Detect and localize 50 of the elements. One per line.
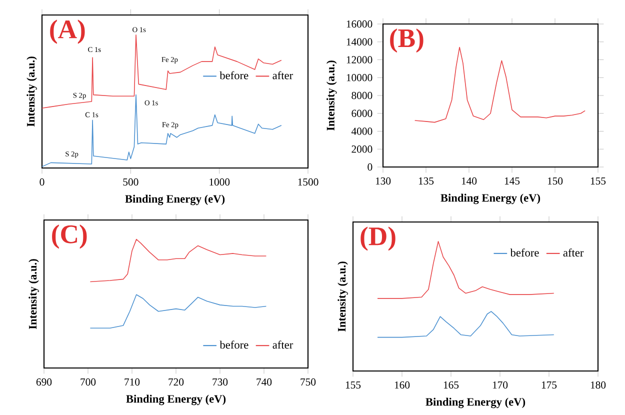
y-tick-label: 10000 — [346, 74, 372, 82]
x-tick-label: 175 — [542, 381, 557, 389]
legend-label: before — [220, 340, 248, 349]
x-tick-label: 130 — [376, 177, 391, 185]
x-tick-label: 150 — [548, 177, 563, 185]
x-axis-title: Binding Energy (eV) — [440, 194, 540, 204]
y-tick-label: 2000 — [352, 146, 372, 153]
legend-label: before — [220, 71, 248, 80]
x-tick-label: 180 — [590, 381, 606, 389]
x-axis-title: Binding Energy (eV) — [426, 398, 526, 408]
x-axis-title: Binding Energy (eV) — [126, 394, 226, 406]
y-tick-label: 6000 — [352, 110, 372, 117]
chart-title: (C) — [52, 224, 87, 249]
legend-label: after — [563, 248, 584, 257]
x-tick-label: 1000 — [210, 178, 230, 186]
legend-label: before — [510, 248, 539, 257]
legend-label: after — [272, 71, 293, 80]
x-tick-label: 720 — [168, 378, 184, 386]
chart-title: (D) — [360, 226, 396, 251]
x-tick-label: 165 — [444, 381, 459, 389]
x-tick-label: 145 — [504, 177, 520, 185]
chart-title: (B) — [390, 28, 424, 53]
x-tick-label: 170 — [492, 381, 508, 389]
x-tick-label: 740 — [256, 378, 272, 386]
x-tick-label: 750 — [300, 378, 316, 386]
chart-title: (A) — [50, 20, 85, 44]
x-tick-label: 700 — [80, 378, 96, 386]
y-tick-label: 14000 — [346, 38, 372, 46]
y-axis-title: Intensity (a.u.) — [326, 60, 337, 131]
y-axis-title: Intensity (a.u.) — [28, 259, 39, 330]
y-tick-label: 12000 — [346, 56, 372, 64]
legend-label: after — [272, 340, 294, 349]
x-tick-label: 500 — [123, 178, 138, 186]
y-tick-label: 0 — [368, 163, 372, 171]
y-tick-label: 4000 — [351, 128, 372, 135]
x-tick-label: 140 — [462, 177, 477, 185]
y-axis-title: Intensity (a.u.) — [338, 262, 348, 332]
x-tick-label: 160 — [394, 381, 410, 389]
x-tick-label: 710 — [124, 378, 140, 386]
y-tick-label: 16000 — [346, 20, 372, 28]
x-axis-title: Binding Energy (eV) — [125, 194, 225, 206]
x-tick-label: 1500 — [298, 178, 318, 186]
x-tick-label: 0 — [40, 178, 44, 186]
x-tick-label: 155 — [590, 177, 606, 185]
x-tick-label: 155 — [346, 381, 361, 389]
y-axis-title: Intensity (a.u.) — [26, 56, 37, 127]
x-tick-label: 730 — [212, 378, 228, 386]
x-tick-label: 135 — [418, 177, 434, 185]
y-tick-label: 8000 — [352, 92, 372, 100]
x-tick-label: 690 — [36, 378, 52, 386]
